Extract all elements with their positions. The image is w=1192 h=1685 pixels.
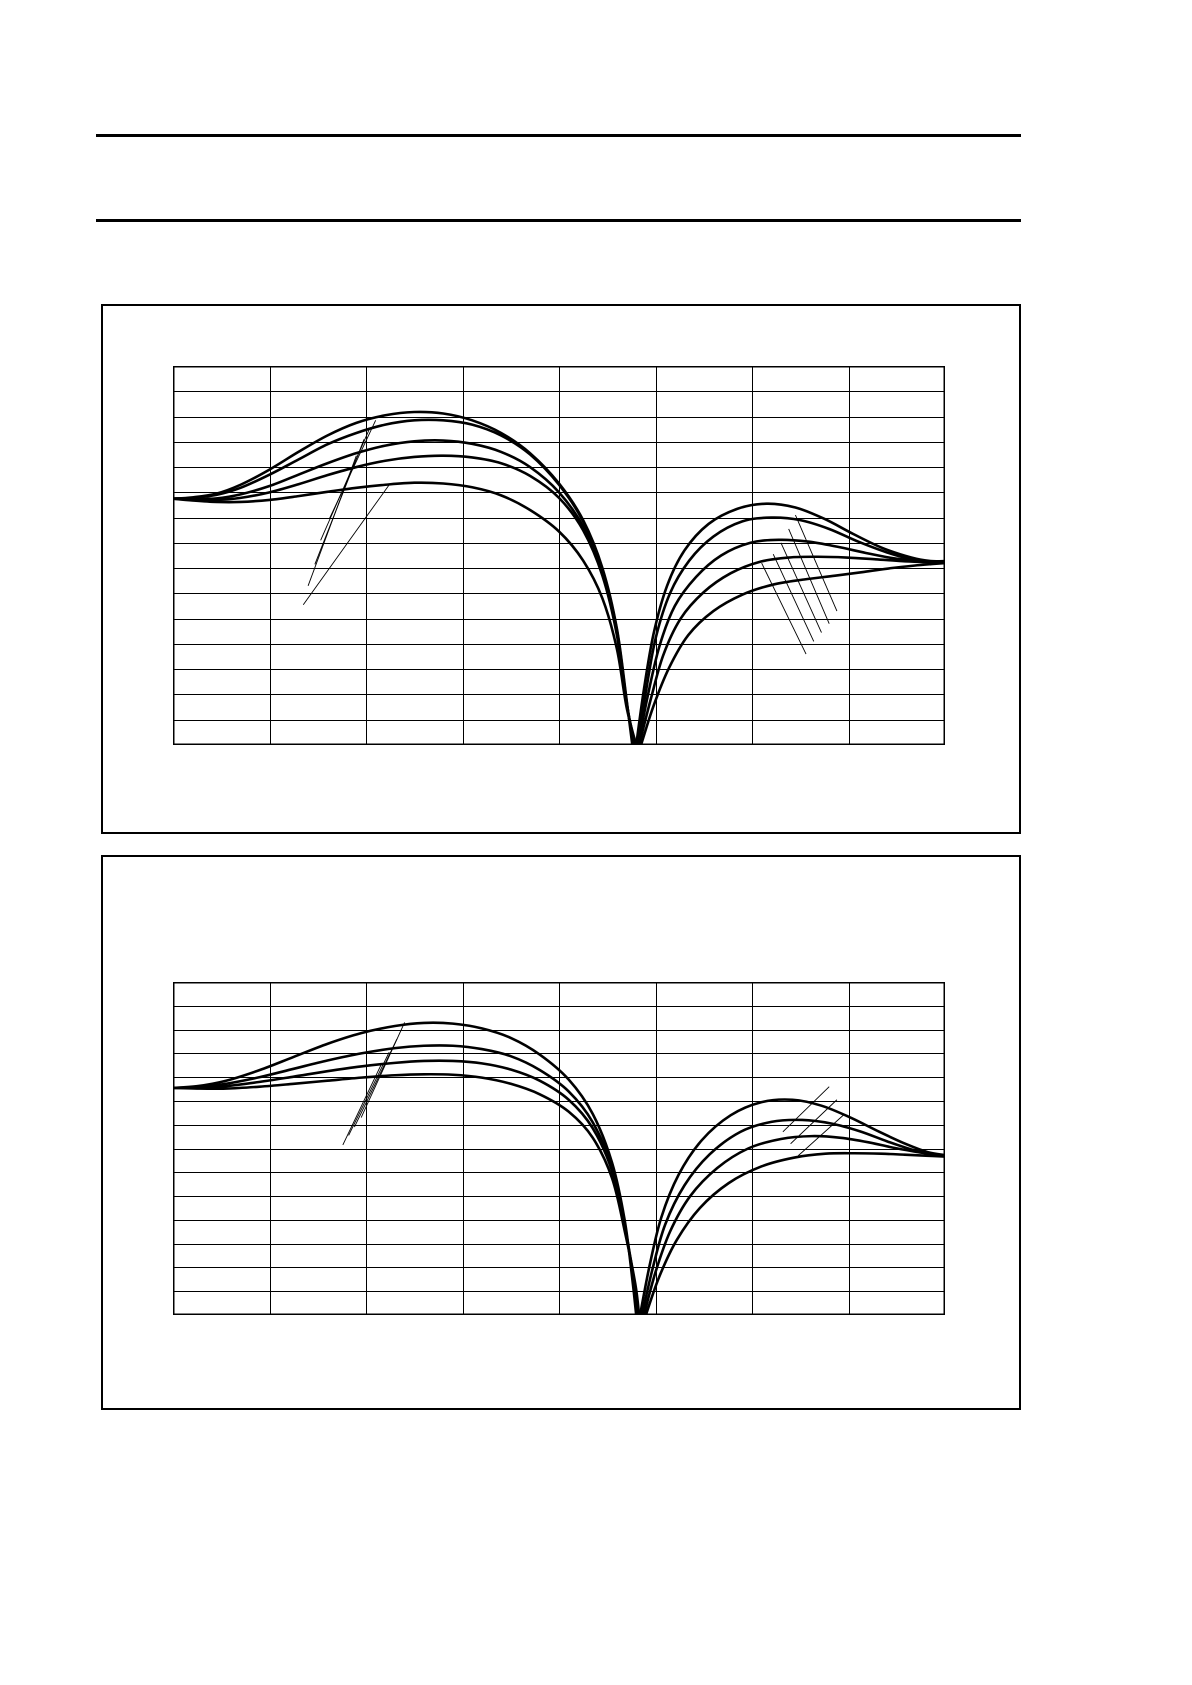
chart-2-series-group (173, 1021, 945, 1315)
chart-2-series-4 (638, 1098, 945, 1315)
chart-2-frame (173, 982, 945, 1315)
chart-1-series-8 (637, 555, 945, 745)
chart-1-series-9 (639, 561, 945, 745)
chart-2-series-3 (173, 1072, 641, 1315)
chart-2-series-7 (644, 1151, 945, 1315)
header-band (96, 140, 1021, 216)
chart-1-series-4 (173, 481, 638, 745)
figure-frame-2 (101, 855, 1021, 1410)
chart-2-svg (173, 982, 945, 1315)
chart-1-frame (173, 366, 945, 745)
header-rule-bottom (96, 219, 1021, 222)
chart-2-series-2 (173, 1059, 640, 1315)
chart-2-leader-lines (342, 1022, 845, 1156)
chart-1-plot-area (173, 366, 945, 745)
chart-1-svg (173, 366, 945, 745)
chart-1-series-0 (173, 410, 634, 745)
chart-1-series-3 (173, 454, 637, 745)
chart-1-leader-lines (302, 420, 838, 655)
chart-2-series-0 (173, 1021, 638, 1315)
chart-2-series-1 (173, 1044, 639, 1315)
chart-1-series-group (173, 410, 945, 745)
chart-2-series-6 (642, 1134, 945, 1315)
chart-1-series-6 (635, 516, 945, 745)
chart-2-series-5 (640, 1118, 945, 1315)
chart-2-plot-area (173, 982, 945, 1315)
chart-1-series-1 (173, 418, 635, 745)
header-rule-top (96, 134, 1021, 137)
chart-1-series-5 (634, 502, 945, 745)
chart-2-gridlines (173, 982, 945, 1315)
